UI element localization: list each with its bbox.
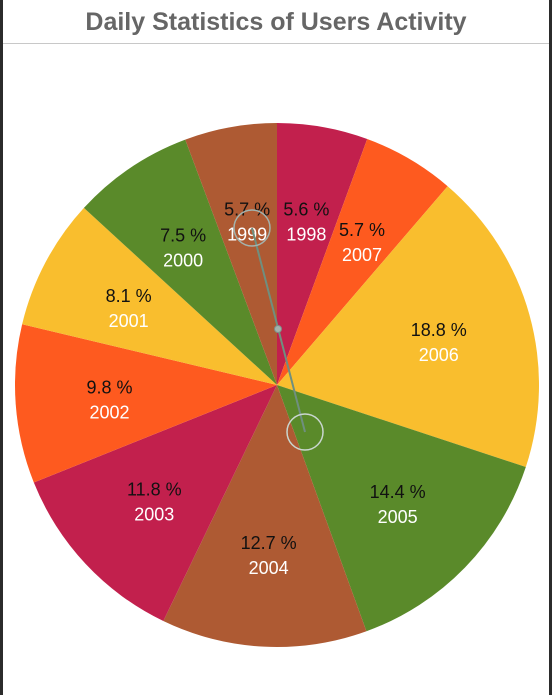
pie-slice-2004[interactable] bbox=[163, 385, 367, 647]
slice-year-label-1999: 1999 bbox=[227, 225, 267, 245]
slice-percent-label-2000: 7.5 % bbox=[160, 226, 206, 246]
slice-year-label-2007: 2007 bbox=[342, 245, 382, 265]
slice-percent-label-1999: 5.7 % bbox=[224, 200, 270, 220]
left-frame-border bbox=[0, 0, 3, 695]
slice-percent-label-2007: 5.7 % bbox=[339, 220, 385, 240]
pie-slices bbox=[15, 123, 540, 647]
handle-end-circle[interactable] bbox=[286, 413, 324, 451]
slice-year-label-2005: 2005 bbox=[378, 507, 418, 527]
slice-percent-label-2001: 8.1 % bbox=[106, 286, 152, 306]
slice-year-label-2006: 2006 bbox=[419, 345, 459, 365]
slice-year-label-2001: 2001 bbox=[109, 311, 149, 331]
slice-percent-label-2003: 11.8 % bbox=[127, 480, 182, 500]
pie-slice-2002[interactable] bbox=[15, 324, 277, 483]
handle-start-circle[interactable] bbox=[233, 209, 271, 247]
pie-slice-2003[interactable] bbox=[33, 385, 277, 622]
title-divider bbox=[3, 43, 549, 44]
right-frame-border bbox=[549, 0, 552, 695]
pie-slice-2007[interactable] bbox=[277, 139, 448, 385]
slice-year-label-2002: 2002 bbox=[89, 402, 129, 422]
slice-year-label-2003: 2003 bbox=[134, 505, 174, 525]
slice-percent-label-2005: 14.4 % bbox=[370, 482, 426, 502]
slice-percent-label-2006: 18.8 % bbox=[411, 320, 467, 340]
pie-slice-2005[interactable] bbox=[277, 385, 526, 632]
pie-slice-1998[interactable] bbox=[277, 123, 368, 385]
pie-slice-2006[interactable] bbox=[277, 186, 540, 468]
handle-pivot-dot bbox=[274, 325, 282, 333]
chart-title: Daily Statistics of Users Activity bbox=[85, 8, 467, 36]
pie-labels: 5.6 % 1998 5.7 % 2007 18.8 % 2006 14.4 % 2005 12… bbox=[86, 200, 466, 578]
pie-slice-2001[interactable] bbox=[22, 207, 277, 385]
slice-percent-label-2002: 9.8 % bbox=[86, 377, 132, 397]
pie-slice-2000[interactable] bbox=[83, 139, 277, 385]
slice-year-label-2000: 2000 bbox=[163, 251, 203, 271]
slice-year-label-2004: 2004 bbox=[249, 558, 289, 578]
rotation-handle bbox=[233, 209, 324, 451]
pie-slice-1999[interactable] bbox=[185, 123, 277, 385]
slice-year-label-1998: 1998 bbox=[286, 225, 326, 245]
slice-percent-label-2004: 12.7 % bbox=[241, 533, 297, 553]
slice-percent-label-1998: 5.6 % bbox=[283, 200, 329, 220]
